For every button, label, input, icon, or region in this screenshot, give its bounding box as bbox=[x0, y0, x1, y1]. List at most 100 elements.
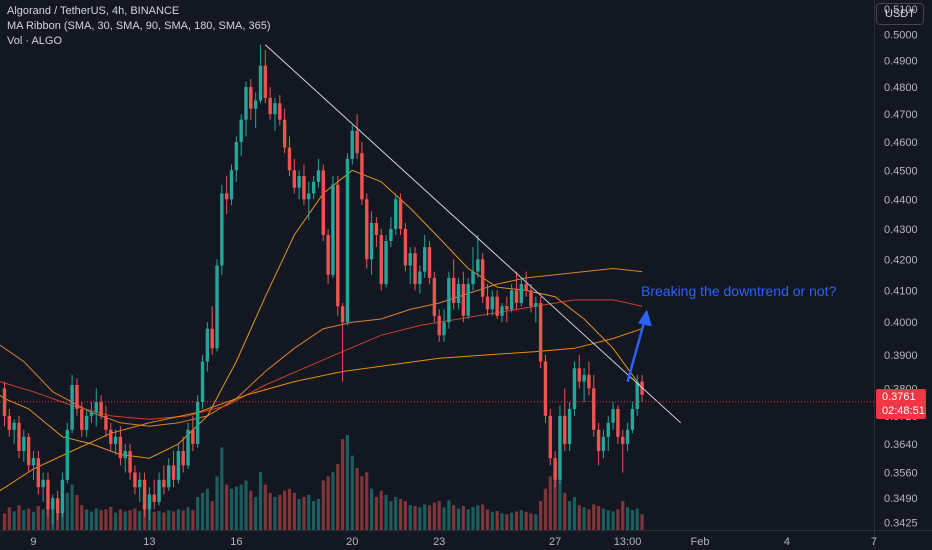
candle-body[interactable] bbox=[80, 408, 84, 430]
candle-body[interactable] bbox=[635, 381, 639, 409]
candle-body[interactable] bbox=[109, 429, 113, 444]
candle-body[interactable] bbox=[46, 479, 50, 510]
candle-body[interactable] bbox=[128, 451, 132, 473]
candle-body[interactable] bbox=[152, 494, 156, 502]
candle-body[interactable] bbox=[577, 368, 581, 382]
candle-body[interactable] bbox=[616, 408, 620, 437]
candle-body[interactable] bbox=[621, 436, 625, 444]
candle-body[interactable] bbox=[543, 361, 548, 416]
candle-body[interactable] bbox=[466, 284, 470, 316]
candle-body[interactable] bbox=[345, 158, 350, 323]
candle-body[interactable] bbox=[239, 119, 243, 142]
candle-body[interactable] bbox=[162, 479, 166, 488]
candle-body[interactable] bbox=[205, 328, 210, 362]
candle-body[interactable] bbox=[210, 328, 214, 349]
trend-line[interactable] bbox=[264, 44, 682, 424]
candle-body[interactable] bbox=[75, 385, 79, 409]
candle-body[interactable] bbox=[186, 429, 190, 466]
candle-body[interactable] bbox=[331, 184, 335, 275]
candle-body[interactable] bbox=[379, 234, 383, 285]
candle-body[interactable] bbox=[215, 265, 219, 349]
candle-body[interactable] bbox=[519, 284, 524, 304]
candle-body[interactable] bbox=[22, 436, 26, 452]
candle-body[interactable] bbox=[273, 103, 277, 115]
candle-body[interactable] bbox=[524, 284, 528, 291]
candle-body[interactable] bbox=[495, 296, 499, 316]
candle-body[interactable] bbox=[625, 429, 630, 444]
candle-body[interactable] bbox=[601, 436, 606, 452]
arrow-head[interactable] bbox=[637, 309, 652, 327]
candle-body[interactable] bbox=[606, 422, 610, 437]
candle-body[interactable] bbox=[258, 65, 263, 101]
candle-body[interactable] bbox=[60, 479, 65, 514]
candle-body[interactable] bbox=[365, 199, 369, 260]
candle-body[interactable] bbox=[572, 368, 577, 409]
candle-body[interactable] bbox=[118, 436, 123, 459]
candle-body[interactable] bbox=[529, 290, 533, 307]
candle-body[interactable] bbox=[307, 193, 311, 200]
candle-body[interactable] bbox=[480, 259, 485, 297]
candle-body[interactable] bbox=[563, 415, 567, 444]
candle-body[interactable] bbox=[287, 147, 292, 171]
candle-body[interactable] bbox=[224, 193, 229, 200]
candle-body[interactable] bbox=[147, 494, 152, 510]
candle-body[interactable] bbox=[268, 97, 272, 115]
candle-body[interactable] bbox=[485, 296, 490, 310]
candle-body[interactable] bbox=[12, 422, 16, 430]
candle-body[interactable] bbox=[514, 290, 519, 304]
candle-body[interactable] bbox=[592, 388, 596, 430]
volume-legend[interactable]: Vol · ALGO bbox=[7, 35, 63, 47]
ma-ribbon-legend[interactable]: MA Ribbon (SMA, 30, SMA, 90, SMA, 180, S… bbox=[7, 20, 271, 32]
candle-body[interactable] bbox=[447, 277, 451, 323]
candle-body[interactable] bbox=[505, 306, 509, 310]
candle-body[interactable] bbox=[297, 176, 301, 188]
candle-body[interactable] bbox=[2, 388, 7, 416]
candle-body[interactable] bbox=[360, 153, 364, 200]
candle-body[interactable] bbox=[70, 385, 74, 430]
candle-body[interactable] bbox=[123, 451, 127, 459]
candle-body[interactable] bbox=[336, 184, 340, 307]
candle-body[interactable] bbox=[630, 408, 635, 430]
candle-body[interactable] bbox=[456, 284, 461, 304]
candle-body[interactable] bbox=[490, 296, 495, 310]
candle-body[interactable] bbox=[451, 277, 456, 304]
plot-area[interactable] bbox=[0, 0, 874, 530]
candle-body[interactable] bbox=[384, 240, 388, 285]
candle-body[interactable] bbox=[500, 306, 504, 316]
candle-body[interactable] bbox=[534, 303, 538, 307]
candle-body[interactable] bbox=[611, 408, 615, 423]
candle-body[interactable] bbox=[157, 479, 161, 502]
candle-body[interactable] bbox=[26, 436, 31, 466]
candle-body[interactable] bbox=[292, 170, 296, 188]
candle-body[interactable] bbox=[374, 222, 379, 235]
candle-body[interactable] bbox=[253, 100, 258, 109]
candle-body[interactable] bbox=[244, 87, 248, 120]
candle-body[interactable] bbox=[596, 429, 601, 452]
candle-body[interactable] bbox=[263, 65, 268, 98]
candle-body[interactable] bbox=[423, 247, 427, 272]
candle-body[interactable] bbox=[350, 130, 354, 159]
candle-body[interactable] bbox=[278, 103, 282, 120]
candle-body[interactable] bbox=[558, 415, 562, 480]
candle-body[interactable] bbox=[316, 170, 321, 182]
candle-body[interactable] bbox=[389, 228, 393, 241]
candle-body[interactable] bbox=[369, 222, 374, 260]
currency-button[interactable]: USDT bbox=[876, 3, 924, 25]
arrow-shaft[interactable] bbox=[626, 319, 647, 382]
candle-body[interactable] bbox=[311, 181, 316, 194]
candle-body[interactable] bbox=[567, 408, 572, 444]
candle-body[interactable] bbox=[408, 253, 412, 266]
candle-body[interactable] bbox=[249, 87, 253, 109]
candle-body[interactable] bbox=[65, 429, 69, 480]
candle-body[interactable] bbox=[17, 422, 21, 452]
candle-body[interactable] bbox=[220, 193, 224, 266]
candle-body[interactable] bbox=[89, 412, 94, 416]
candle-body[interactable] bbox=[398, 199, 403, 229]
candle-body[interactable] bbox=[538, 303, 543, 362]
candle-body[interactable] bbox=[7, 415, 12, 430]
candle-body[interactable] bbox=[326, 234, 330, 275]
candle-body[interactable] bbox=[99, 402, 103, 416]
ma-line-2[interactable] bbox=[0, 267, 643, 427]
candle-body[interactable] bbox=[196, 402, 200, 444]
candle-body[interactable] bbox=[84, 415, 89, 430]
